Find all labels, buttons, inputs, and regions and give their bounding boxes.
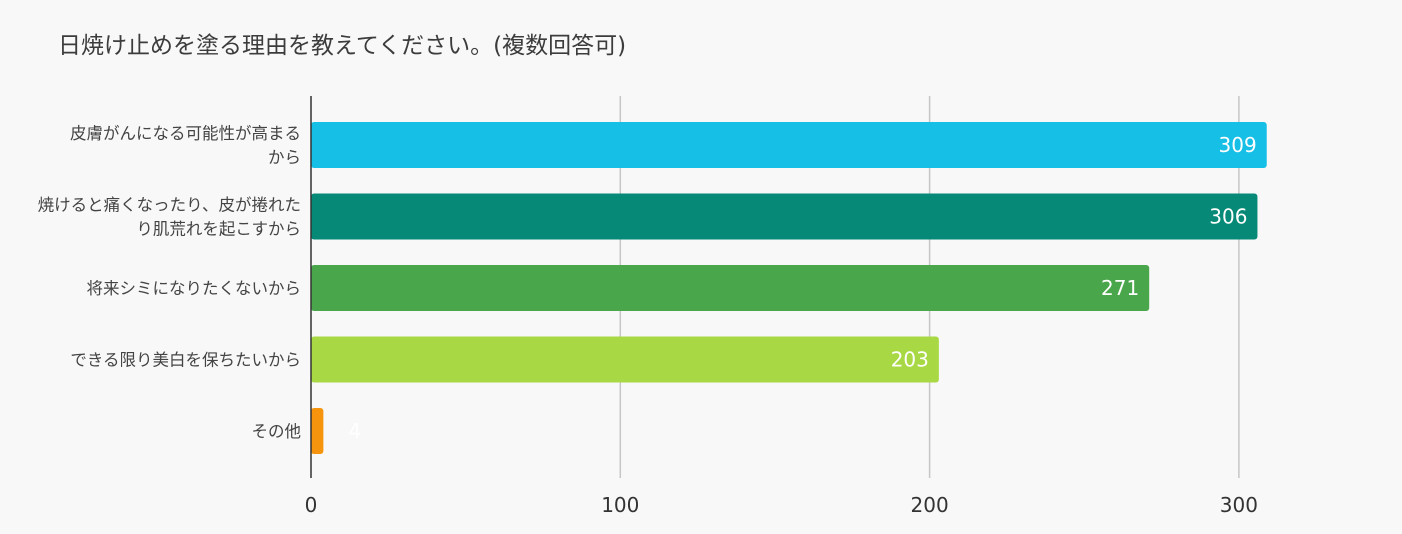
bar-1: [311, 193, 1258, 240]
category-label-line: 皮膚がんになる可能性が高まる: [70, 124, 301, 143]
category-label-line: り肌荒れを起こすから: [136, 220, 301, 239]
category-label-line: から: [268, 148, 301, 167]
data-label-0: 309: [1219, 133, 1257, 157]
data-label-4: 4: [348, 419, 361, 443]
category-label-2: 将来シミになりたくないから: [87, 279, 302, 298]
category-label-line: その他: [252, 422, 302, 441]
bar-2: [311, 265, 1150, 311]
bar-0: [311, 122, 1267, 168]
data-label-2: 271: [1101, 276, 1139, 300]
bar-4: [311, 408, 324, 454]
data-label-1: 306: [1209, 205, 1247, 229]
category-label-line: できる限り美白を保ちたいから: [70, 351, 301, 370]
category-label-1: 焼けると痛くなったり、皮が捲れたり肌荒れを起こすから: [38, 196, 301, 239]
category-label-4: その他: [252, 422, 302, 441]
tick-label-300: 300: [1220, 493, 1258, 517]
tick-label-100: 100: [601, 493, 639, 517]
category-label-0: 皮膚がんになる可能性が高まるから: [70, 124, 301, 167]
category-label-line: 焼けると痛くなったり、皮が捲れた: [38, 196, 301, 215]
tick-label-200: 200: [911, 493, 949, 517]
bar-3: [311, 336, 939, 383]
data-label-3: 203: [891, 348, 929, 372]
category-label-line: 将来シミになりたくないから: [87, 279, 302, 298]
category-label-3: できる限り美白を保ちたいから: [70, 351, 301, 370]
chart-title: 日焼け止めを塗る理由を教えてください。(複数回答可): [58, 33, 627, 59]
tick-label-0: 0: [305, 493, 318, 517]
